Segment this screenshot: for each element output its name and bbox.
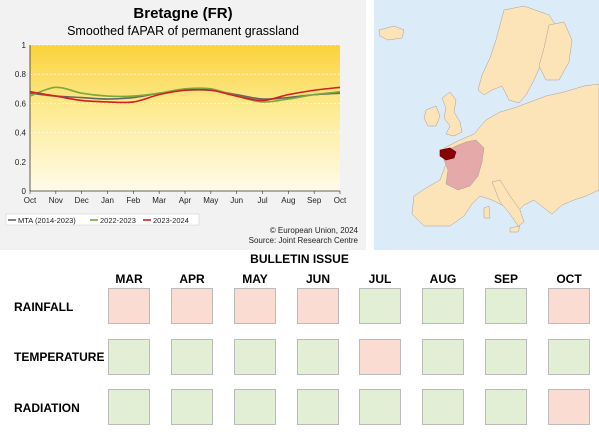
bulletin-cell [297,389,339,425]
bulletin-cell [171,288,213,324]
bulletin-cell [422,288,464,324]
y-tick-label: 0.6 [15,99,27,108]
x-axis: Oct Nov Dec Jan Feb Mar Apr May Jun Jul Aug Sep Oct [24,190,347,205]
bulletin-cell [359,339,401,375]
chart-canvas: 0 0.2 0.4 0.6 0.8 1 Oct Nov Dec Jan Feb Mar Apr May J… [5,41,347,226]
x-tick-label: Oct [24,196,37,205]
x-tick-label: Jan [101,196,114,205]
continental-europe [411,83,599,227]
europe-map [374,0,599,250]
legend-label: 2022-2023 [100,216,136,225]
y-tick-label: 0.2 [15,158,27,167]
bulletin-cell [234,389,276,425]
legend: MTA (2014-2023) 2022-2023 2023-2024 [5,213,200,226]
bulletin-cell [359,389,401,425]
bulletin-cell [485,288,527,324]
bulletin-cell [297,288,339,324]
bulletin-title: BULLETIN ISSUE [250,252,349,266]
copyright-credit: © European Union, 2024 [269,226,358,235]
month-label: APR [179,272,205,286]
month-label: OCT [556,272,582,286]
x-tick-label: Oct [334,196,347,205]
x-tick-label: Nov [49,196,63,205]
x-tick-label: Jul [257,196,267,205]
bulletin-cell [548,339,590,375]
legend-label: MTA (2014-2023) [18,216,76,225]
bulletin-cell [422,389,464,425]
bulletin-cell [108,288,150,324]
series-line [29,86,341,104]
legend-label: 2023-2024 [153,216,189,225]
bulletin-cell [171,339,213,375]
bulletin-cell [485,339,527,375]
bulletin-cell [548,288,590,324]
iceland [378,25,405,41]
source-credit: Source: Joint Research Centre [248,236,358,245]
month-label: MAY [242,272,268,286]
bulletin-cell [485,389,527,425]
land-areas [378,5,599,233]
legend-box [5,213,200,226]
y-tick-label: 0 [22,187,27,196]
y-tick-label: 1 [22,41,27,50]
row-label-rainfall: RAINFALL [14,300,74,314]
month-label: MAR [115,272,143,286]
row-label-radiation: RADIATION [14,401,80,415]
bulletin-cell [422,339,464,375]
plot-area [30,45,340,191]
bulletin-cell [234,288,276,324]
x-tick-label: Feb [126,196,140,205]
chart-subtitle: Smoothed fAPAR of permanent grassland [67,24,299,38]
month-label: JUL [368,272,392,286]
x-tick-label: Apr [179,196,192,205]
bulletin-cell [108,389,150,425]
chart-title: Bretagne (FR) [133,5,233,22]
italy [491,179,525,227]
month-label: JUN [305,272,330,286]
x-tick-label: Aug [281,196,295,205]
bretagne-region [439,147,457,161]
sardinia [483,205,491,219]
y-axis: 0 0.2 0.4 0.6 0.8 1 [15,41,31,196]
y-tick-label: 0.8 [15,70,27,79]
x-tick-label: Jun [230,196,243,205]
bulletin-cell [234,339,276,375]
finland [538,21,573,81]
bulletin-cell [548,389,590,425]
bulletin-cell [359,288,401,324]
bulletin-cell [297,339,339,375]
series-line [29,86,341,103]
bulletin-cell [171,389,213,425]
x-tick-label: Dec [75,196,89,205]
ireland [423,105,441,127]
x-tick-label: May [203,196,218,205]
row-label-temperature: TEMPERATURE [14,350,105,364]
chart-panel: 0 0.2 0.4 0.6 0.8 1 Oct Nov Dec Jan Feb Mar Apr May J… [0,0,366,250]
sicily [509,225,521,233]
bulletin-cell [108,339,150,375]
y-tick-label: 0.4 [15,129,27,138]
month-label: AUG [429,272,457,286]
x-tick-label: Mar [152,196,166,205]
uk [441,91,463,137]
series-lines [29,86,341,104]
month-label: SEP [493,272,518,286]
x-tick-label: Sep [307,196,322,205]
